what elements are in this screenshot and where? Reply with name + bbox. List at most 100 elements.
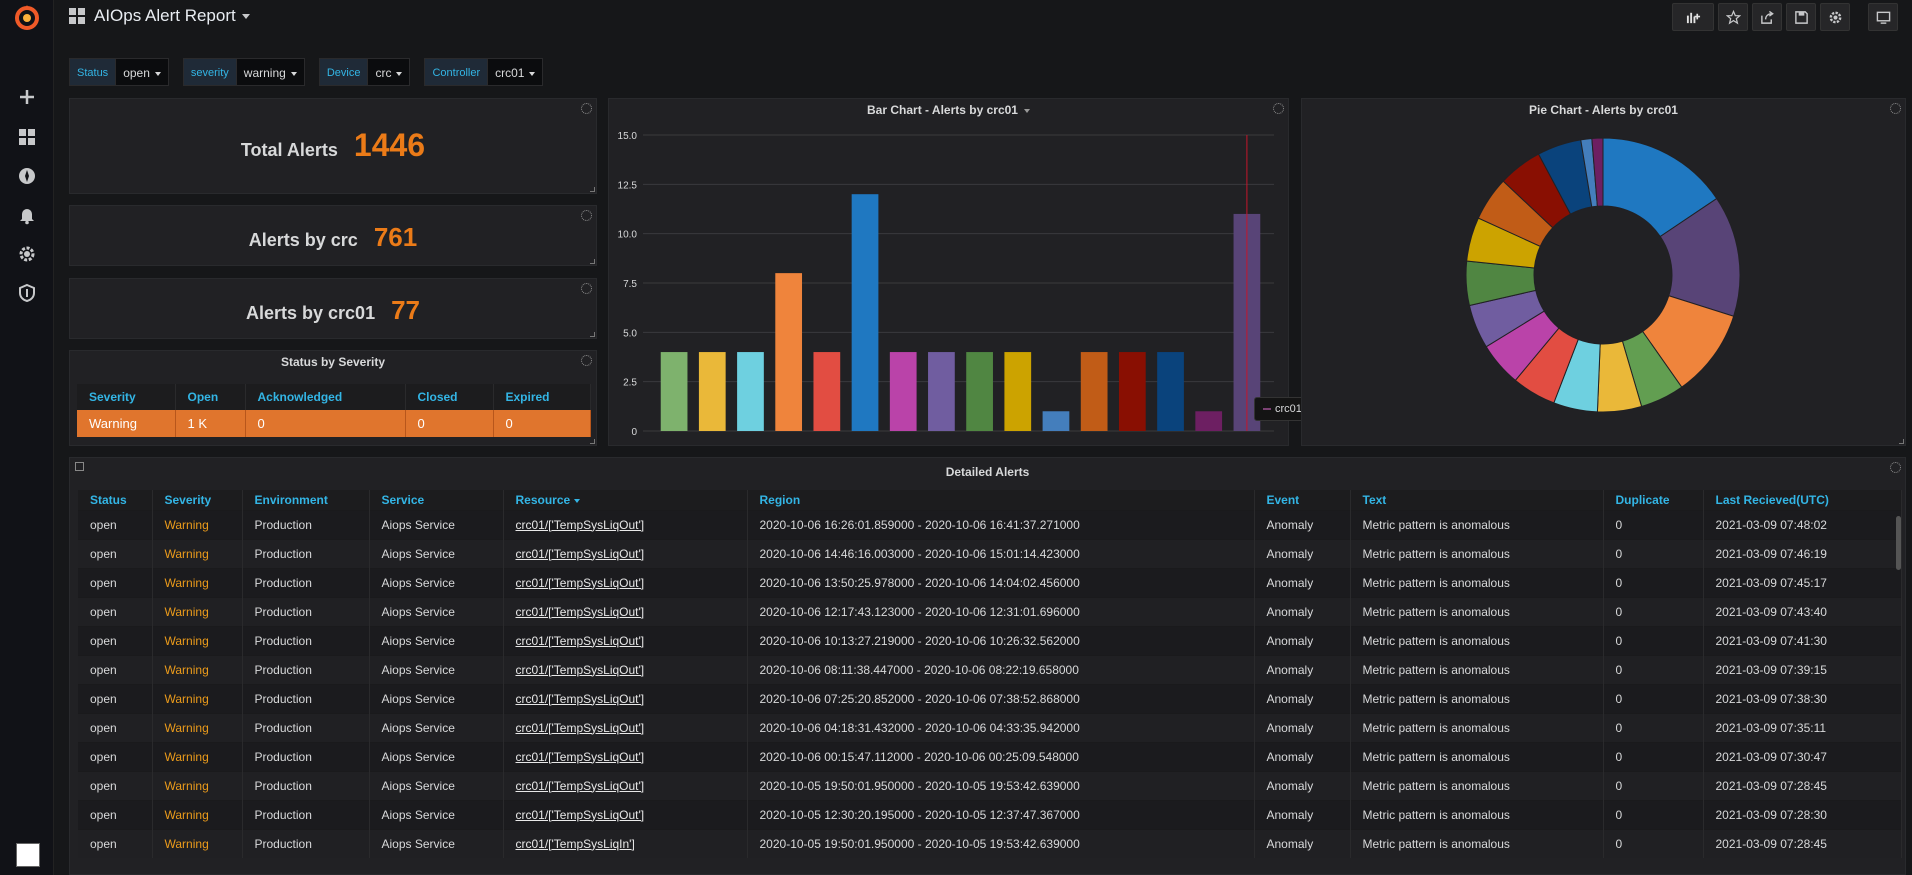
table-cell[interactable]: crc01/['TempSysLiqOut'] <box>503 567 748 597</box>
pie-slice[interactable] <box>1591 137 1604 207</box>
scrollbar[interactable] <box>1896 516 1901 570</box>
table-cell[interactable]: crc01/['TempSysLiqIn'] <box>503 828 748 858</box>
pie-chart[interactable] <box>1302 115 1906 445</box>
table-cell[interactable]: crc01/['TempSysLiqOut'] <box>503 712 748 742</box>
dashboards-icon[interactable] <box>14 124 40 150</box>
table-row[interactable]: open Warning Production Aiops Service crc01/… <box>78 828 1902 858</box>
table-cell[interactable]: crc01/['TempSysLiqOut'] <box>503 625 748 655</box>
column-header[interactable]: Severity <box>77 384 176 410</box>
dashboard-title[interactable]: AIOps Alert Report <box>94 6 250 26</box>
plus-icon[interactable] <box>14 84 40 110</box>
resource-link[interactable]: crc01/['TempSysLiqOut'] <box>515 807 645 822</box>
table-row[interactable]: open Warning Production Aiops Service crc01/… <box>78 770 1902 800</box>
share-button[interactable] <box>1752 3 1782 31</box>
column-header[interactable]: Expired <box>493 384 591 410</box>
bar[interactable] <box>775 273 803 431</box>
resize-handle[interactable] <box>590 332 595 337</box>
resource-link[interactable]: crc01/['TempSysLiqOut'] <box>515 633 645 648</box>
bar[interactable] <box>660 352 688 431</box>
variable-select[interactable]: open <box>116 58 169 86</box>
bar[interactable] <box>966 352 993 431</box>
table-cell[interactable]: crc01/['TempSysLiqOut'] <box>503 596 748 626</box>
table-row[interactable]: open Warning Production Aiops Service crc01/… <box>78 683 1902 713</box>
table-row[interactable]: open Warning Production Aiops Service crc01/… <box>78 799 1902 829</box>
resource-link[interactable]: crc01/['TempSysLiqOut'] <box>515 778 645 793</box>
resize-handle[interactable] <box>590 259 595 264</box>
column-header[interactable]: Last Recieved(UTC) <box>1703 490 1902 510</box>
bar[interactable] <box>813 352 841 431</box>
bar[interactable] <box>851 194 879 431</box>
resource-link[interactable]: crc01/['TempSysLiqOut'] <box>515 691 645 706</box>
column-header[interactable]: Duplicate <box>1603 490 1704 510</box>
table-row[interactable]: open Warning Production Aiops Service crc01/… <box>78 654 1902 684</box>
table-row[interactable]: open Warning Production Aiops Service crc01/… <box>78 596 1902 626</box>
resource-link[interactable]: crc01/['TempSysLiqOut'] <box>515 575 645 590</box>
table-cell[interactable]: crc01/['TempSysLiqOut'] <box>503 509 748 539</box>
table-row[interactable]: open Warning Production Aiops Service crc01/… <box>78 567 1902 597</box>
tv-mode-button[interactable] <box>1868 3 1898 31</box>
bar[interactable] <box>1004 352 1032 431</box>
add-panel-button[interactable] <box>1672 3 1714 31</box>
column-header[interactable]: Event <box>1254 490 1351 510</box>
table-cell[interactable]: crc01/['TempSysLiqOut'] <box>503 770 748 800</box>
table-cell[interactable]: crc01/['TempSysLiqOut'] <box>503 654 748 684</box>
column-header[interactable]: Severity <box>152 490 243 510</box>
resource-link[interactable]: crc01/['TempSysLiqOut'] <box>515 517 645 532</box>
settings-button[interactable] <box>1820 3 1850 31</box>
expand-icon[interactable] <box>75 462 84 471</box>
resource-link[interactable]: crc01/['TempSysLiqOut'] <box>515 720 645 735</box>
gear-icon[interactable] <box>14 241 40 267</box>
bar[interactable] <box>698 352 726 431</box>
resource-link[interactable]: crc01/['TempSysLiqIn'] <box>515 836 635 851</box>
bell-icon[interactable] <box>14 202 40 228</box>
save-button[interactable] <box>1786 3 1816 31</box>
bar[interactable] <box>889 352 917 431</box>
variable-select[interactable]: warning <box>236 58 305 86</box>
bar[interactable] <box>928 352 955 431</box>
table-cell[interactable]: crc01/['TempSysLiqOut'] <box>503 683 748 713</box>
table-row[interactable]: open Warning Production Aiops Service crc01/… <box>78 741 1902 771</box>
column-header[interactable]: Open <box>175 384 246 410</box>
column-header[interactable]: Resource <box>503 490 748 510</box>
grafana-logo-icon[interactable] <box>12 2 42 32</box>
column-header[interactable]: Text <box>1350 490 1604 510</box>
panel-title[interactable]: Pie Chart - Alerts by crc01 <box>1529 103 1678 117</box>
resource-link[interactable]: crc01/['TempSysLiqOut'] <box>515 604 645 619</box>
panel-title[interactable]: Status by Severity <box>280 355 386 369</box>
bar[interactable] <box>737 352 764 431</box>
explore-icon[interactable] <box>14 163 40 189</box>
column-header[interactable]: Status <box>78 490 153 510</box>
resize-handle[interactable] <box>590 187 595 192</box>
bar[interactable] <box>1157 352 1184 431</box>
resource-link[interactable]: crc01/['TempSysLiqOut'] <box>515 749 645 764</box>
resource-link[interactable]: crc01/['TempSysLiqOut'] <box>515 662 645 677</box>
table-row[interactable]: open Warning Production Aiops Service crc01/… <box>78 509 1902 539</box>
resource-link[interactable]: crc01/['TempSysLiqOut'] <box>515 546 645 561</box>
panel-title[interactable]: Detailed Alerts <box>945 465 1030 479</box>
column-header[interactable]: Closed <box>405 384 494 410</box>
bar[interactable] <box>1195 411 1223 431</box>
table-cell[interactable]: crc01/['TempSysLiqOut'] <box>503 538 748 568</box>
panel-title[interactable]: Bar Chart - Alerts by crc01 <box>609 103 1288 117</box>
column-header[interactable]: Service <box>369 490 504 510</box>
variable-select[interactable]: crc01 <box>488 58 544 86</box>
table-row[interactable]: open Warning Production Aiops Service crc01/… <box>78 538 1902 568</box>
bar[interactable] <box>1080 352 1108 431</box>
bar[interactable] <box>1042 411 1070 431</box>
table-row[interactable]: open Warning Production Aiops Service crc01/… <box>78 712 1902 742</box>
resize-handle[interactable] <box>590 439 595 444</box>
table-cell[interactable]: crc01/['TempSysLiqOut'] <box>503 799 748 829</box>
column-header[interactable]: Environment <box>242 490 370 510</box>
variable-select[interactable]: crc <box>368 58 411 86</box>
shield-icon[interactable] <box>14 280 40 306</box>
table-cell: 2021-03-09 07:41:30 <box>1703 625 1902 655</box>
bar-chart[interactable]: 0 2.5 5.0 7.5 10.0 12.5 15.0 <box>609 121 1289 445</box>
table-row[interactable]: open Warning Production Aiops Service crc01/… <box>78 625 1902 655</box>
column-header[interactable]: Acknowledged <box>245 384 406 410</box>
bar[interactable] <box>1118 352 1146 431</box>
table-cell[interactable]: crc01/['TempSysLiqOut'] <box>503 741 748 771</box>
resize-handle[interactable] <box>1899 439 1904 444</box>
star-button[interactable] <box>1718 3 1748 31</box>
column-header[interactable]: Region <box>747 490 1255 510</box>
user-avatar[interactable] <box>16 843 40 867</box>
